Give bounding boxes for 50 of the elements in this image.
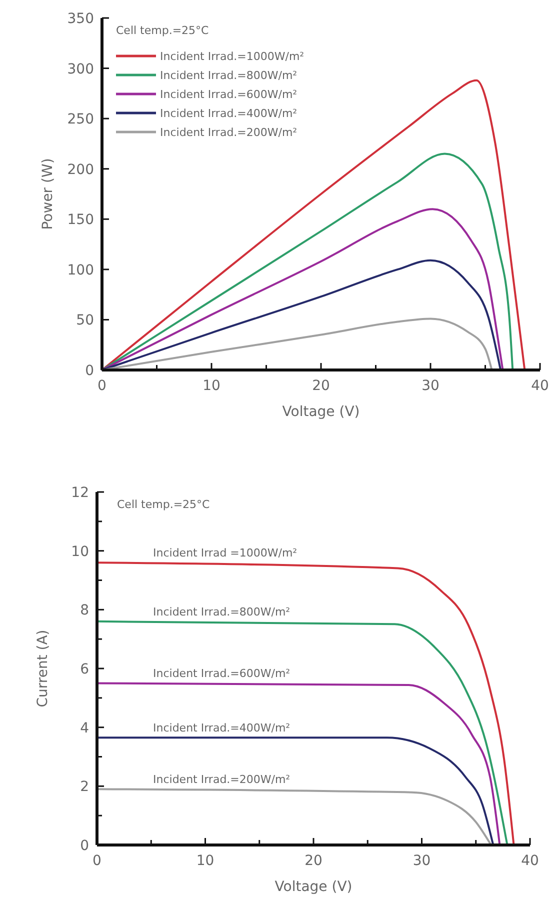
series-label: Incident Irrad =1000W/m² xyxy=(153,546,298,560)
x-tick-label: 30 xyxy=(412,853,431,869)
y-tick-label: 10 xyxy=(71,544,89,560)
y-tick-label: 150 xyxy=(67,212,94,228)
x-tick-label: 40 xyxy=(531,378,549,394)
y-tick-label: 6 xyxy=(80,662,90,678)
x-tick-label: 40 xyxy=(521,853,539,869)
line-series xyxy=(96,736,494,846)
y-tick-label: 2 xyxy=(80,779,89,796)
legend-label: Incident Irrad.=400W/m² xyxy=(160,107,298,120)
x-tick-label: 30 xyxy=(422,378,440,394)
line-series xyxy=(101,318,493,371)
line-series xyxy=(101,208,504,371)
line-series xyxy=(96,788,492,846)
line-series xyxy=(101,152,514,371)
line-series xyxy=(96,562,515,846)
x-tick-label: 10 xyxy=(196,853,214,869)
x-tick-label: 20 xyxy=(304,853,322,869)
legend-label: Incident Irrad.=1000W/m² xyxy=(160,50,304,63)
series-label: Incident Irrad.=200W/m² xyxy=(153,773,290,786)
legend-label: Incident Irrad.=800W/m² xyxy=(160,69,298,82)
y-tick-label: 300 xyxy=(67,61,94,78)
y-tick-label: 350 xyxy=(67,11,94,27)
x-tick-label: 0 xyxy=(98,378,106,394)
x-axis-title: Voltage (V) xyxy=(282,404,360,420)
y-tick-label: 8 xyxy=(80,602,89,619)
y-axis-title: Power (W) xyxy=(40,158,56,230)
legend-label: Incident Irrad.=200W/m² xyxy=(160,126,298,139)
y-tick-label: 12 xyxy=(71,485,89,501)
line-series xyxy=(101,259,502,371)
y-axis-title: Current (A) xyxy=(35,630,51,708)
y-tick-label: 0 xyxy=(80,838,89,854)
legend-title: Cell temp.=25°C xyxy=(116,24,210,37)
y-tick-label: 4 xyxy=(80,720,90,736)
line-series xyxy=(96,620,508,846)
y-tick-label: 250 xyxy=(67,112,94,128)
y-tick-label: 200 xyxy=(67,162,94,178)
series-label: Incident Irrad.=600W/m² xyxy=(153,667,290,680)
series-label: Incident Irrad.=800W/m² xyxy=(153,605,290,618)
line-series xyxy=(101,79,526,371)
line-series xyxy=(96,682,501,846)
x-tick-label: 20 xyxy=(312,378,330,394)
y-tick-label: 50 xyxy=(76,312,94,329)
y-tick-label: 100 xyxy=(67,262,94,278)
x-tick-label: 10 xyxy=(202,378,220,394)
series-label: Incident Irrad.=400W/m² xyxy=(153,722,290,735)
x-axis-title: Voltage (V) xyxy=(274,879,352,895)
legend-label: Incident Irrad.=600W/m² xyxy=(160,88,298,101)
y-tick-label: 0 xyxy=(85,363,94,379)
annotation: Cell temp.=25°C xyxy=(117,498,210,511)
